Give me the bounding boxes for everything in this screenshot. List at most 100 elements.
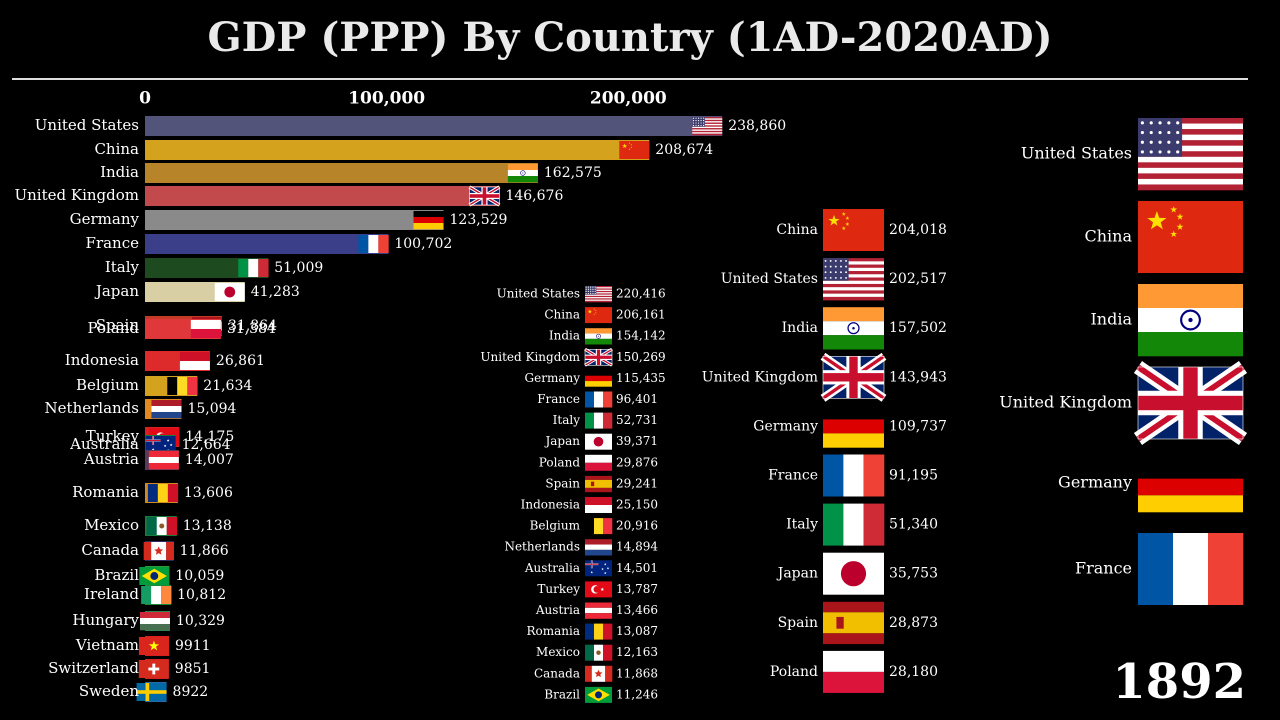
bar-category-label: India xyxy=(100,163,139,181)
list-value-label: 109,737 xyxy=(889,418,947,434)
bar xyxy=(145,163,538,183)
list-country-label: Japan xyxy=(776,566,818,582)
list-country-label: Indonesia xyxy=(521,498,580,512)
flag-icon xyxy=(585,539,612,556)
bar-category-label: Germany xyxy=(70,210,140,228)
flag-icon xyxy=(585,644,613,661)
bar-value-label: 8922 xyxy=(173,684,209,700)
bar-value-label: 14,007 xyxy=(185,452,234,468)
bar-category-label: Belgium xyxy=(76,376,139,394)
bar-value-label: 51,009 xyxy=(274,260,323,276)
bar-category-label: Ireland xyxy=(84,585,139,603)
flag-icon xyxy=(585,286,612,303)
list-value-label: 204,018 xyxy=(889,222,947,238)
flag-icon xyxy=(692,117,723,136)
flag-icon xyxy=(148,451,179,470)
bar xyxy=(145,234,389,254)
bar-category-label: France xyxy=(86,234,140,252)
flag-icon xyxy=(147,484,179,502)
bar-category-label: Switzerland xyxy=(48,659,139,677)
list-value-label: 51,340 xyxy=(889,517,938,533)
flag-icon xyxy=(143,542,174,560)
list-value-label: 91,195 xyxy=(889,468,938,484)
bar-category-label: Vietnam xyxy=(75,636,139,654)
list-country-label: France xyxy=(1075,559,1132,578)
list-country-label: India xyxy=(782,320,818,336)
list-value-label: 202,517 xyxy=(889,271,947,287)
list-country-label: United States xyxy=(721,271,818,287)
flag-icon xyxy=(585,328,612,345)
bar-value-label: 162,575 xyxy=(544,165,602,181)
bar-value-label: 14,175 xyxy=(185,429,234,445)
flag-icon xyxy=(585,391,613,408)
bar xyxy=(145,186,500,206)
list-value-label: 52,731 xyxy=(616,413,658,427)
list-country-label: China xyxy=(544,308,580,322)
flag-icon xyxy=(1138,462,1243,513)
bar-value-label: 9851 xyxy=(175,661,211,677)
flag-icon xyxy=(823,454,885,497)
list-country-label: United States xyxy=(1021,144,1132,163)
flag-icon xyxy=(1138,284,1243,357)
list-country-label: Spain xyxy=(778,615,818,631)
list-value-label: 13,087 xyxy=(616,624,658,638)
list-country-label: United Kingdom xyxy=(702,369,818,385)
flag-icon xyxy=(820,352,887,402)
bar-category-label: Netherlands xyxy=(45,399,139,417)
flag-icon xyxy=(823,209,884,251)
list-value-label: 14,501 xyxy=(616,561,658,575)
list-country-label: United States xyxy=(497,287,580,301)
list-value-label: 29,876 xyxy=(616,455,658,469)
bar xyxy=(145,140,650,160)
flag-icon xyxy=(1138,201,1243,273)
bar-category-label: Mexico xyxy=(84,516,139,534)
bar-value-label: 10,812 xyxy=(177,587,226,603)
flag-icon xyxy=(584,347,613,367)
flag-icon xyxy=(190,320,221,338)
list-value-label: 28,873 xyxy=(889,615,938,631)
bar-category-label: Hungary xyxy=(72,611,139,629)
flag-icon xyxy=(507,164,538,183)
bar-value-label: 31,864 xyxy=(228,318,277,334)
list-value-label: 28,180 xyxy=(889,664,938,680)
list-value-label: 12,163 xyxy=(616,645,658,659)
bar-category-label: Japan xyxy=(94,282,140,300)
list-value-label: 11,868 xyxy=(616,666,658,680)
list-country-label: Germany xyxy=(1058,473,1132,492)
bar-value-label: 31,384 xyxy=(227,321,276,337)
bar-value-label: 13,606 xyxy=(184,485,233,501)
flag-icon xyxy=(585,518,613,535)
flag-icon xyxy=(585,454,612,471)
list-country-label: Poland xyxy=(770,664,818,680)
list-country-label: Belgium xyxy=(530,519,581,533)
flag-icon xyxy=(139,612,170,631)
bar-category-label: Australia xyxy=(69,435,139,453)
bar-value-label: 238,860 xyxy=(728,118,786,134)
flag-icon xyxy=(823,258,884,301)
list-country-label: China xyxy=(1084,227,1132,246)
flag-icon xyxy=(146,517,178,535)
list-value-label: 13,466 xyxy=(616,603,658,617)
list-country-label: India xyxy=(549,329,580,343)
bar-value-label: 146,676 xyxy=(505,188,563,204)
list-country-label: Australia xyxy=(524,561,580,575)
axis-tick-label: 100,000 xyxy=(348,89,425,109)
bar-category-label: Italy xyxy=(105,258,140,276)
bar-category-label: United States xyxy=(35,116,139,134)
bar-value-label: 41,283 xyxy=(251,284,300,300)
flag-icon xyxy=(585,412,613,429)
bar-value-label: 10,329 xyxy=(176,613,225,629)
flag-icon xyxy=(585,433,612,450)
flag-icon xyxy=(145,436,176,454)
flag-icon xyxy=(141,586,172,604)
flag-icon xyxy=(585,370,612,387)
flag-icon xyxy=(585,623,613,640)
bar-value-label: 13,138 xyxy=(183,518,232,534)
bar-value-label: 10,059 xyxy=(175,568,224,584)
list-value-label: 206,161 xyxy=(616,308,666,322)
flag-icon xyxy=(823,405,884,448)
list-country-label: Italy xyxy=(553,413,581,427)
list-country-label: Germany xyxy=(753,418,818,434)
list-value-label: 14,894 xyxy=(616,540,658,554)
